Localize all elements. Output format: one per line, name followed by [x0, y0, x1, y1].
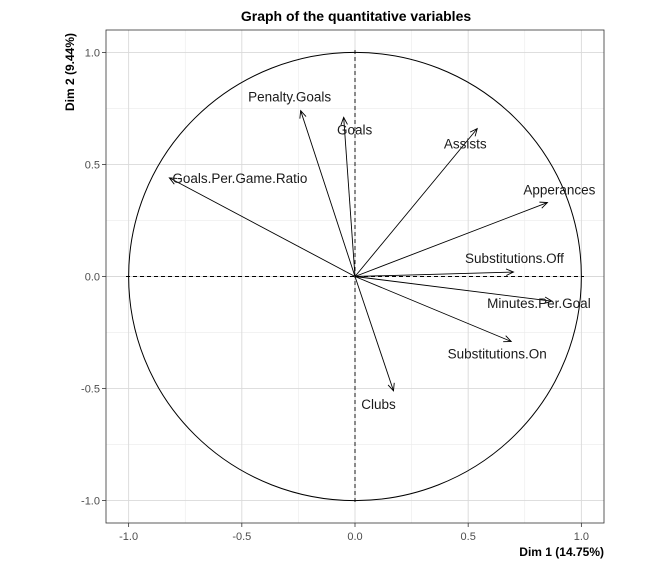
y-tick-label: 1.0: [85, 47, 100, 59]
variable-label: Goals.Per.Game.Ratio: [172, 171, 307, 186]
x-axis-ticks: -1.0 -0.5 0.0 0.5 1.0: [119, 523, 589, 543]
y-axis-title: Dim 2 (9.44%): [63, 33, 77, 111]
variable-arrow: [354, 271, 514, 277]
variable-arrow: [354, 202, 548, 277]
arrowhead: [168, 177, 178, 185]
variable-arrows: [168, 109, 554, 392]
y-tick-label: 0.5: [85, 159, 100, 171]
x-tick-label: 1.0: [574, 531, 589, 543]
x-tick-label: 0.5: [461, 531, 476, 543]
variable-label: Substitutions.On: [448, 346, 547, 361]
variable-label: Minutes.Per.Goal: [487, 296, 591, 311]
arrowhead: [340, 116, 348, 126]
variable-label: Substitutions.Off: [465, 251, 564, 266]
arrowhead: [505, 268, 515, 276]
variable-arrow: [354, 276, 512, 342]
variable-label: Clubs: [361, 397, 396, 412]
variable-arrow: [354, 276, 552, 302]
variable-arrow: [300, 110, 356, 277]
variable-label: Apperances: [523, 183, 595, 198]
arrowhead: [539, 201, 549, 209]
y-axis-ticks: -1.0 -0.5 0.0 0.5 1.0: [81, 47, 106, 508]
y-tick-label: -0.5: [81, 384, 100, 396]
arrowhead: [544, 296, 554, 304]
arrowhead: [469, 127, 478, 137]
x-axis-title: Dim 1 (14.75%): [519, 545, 604, 559]
variable-arrow: [354, 128, 478, 277]
y-tick-label: -1.0: [81, 496, 100, 508]
variable-label: Penalty.Goals: [248, 90, 331, 105]
arrowhead: [299, 109, 307, 119]
x-tick-label: 0.0: [347, 531, 362, 543]
arrowhead: [503, 335, 513, 343]
variable-label: Assists: [444, 137, 487, 152]
x-tick-label: -1.0: [119, 531, 138, 543]
variable-arrow: [169, 177, 356, 277]
variable-label: Goals: [337, 122, 373, 137]
x-tick-label: -0.5: [232, 531, 251, 543]
variable-labels: Penalty.Goals Goals Assists Goals.Per.Game.…: [172, 90, 595, 412]
chart-title: Graph of the quantitative variables: [241, 8, 471, 24]
y-tick-label: 0.0: [85, 272, 100, 284]
variable-arrow: [343, 117, 356, 277]
variable-arrow: [354, 276, 394, 391]
arrowhead: [387, 382, 395, 392]
